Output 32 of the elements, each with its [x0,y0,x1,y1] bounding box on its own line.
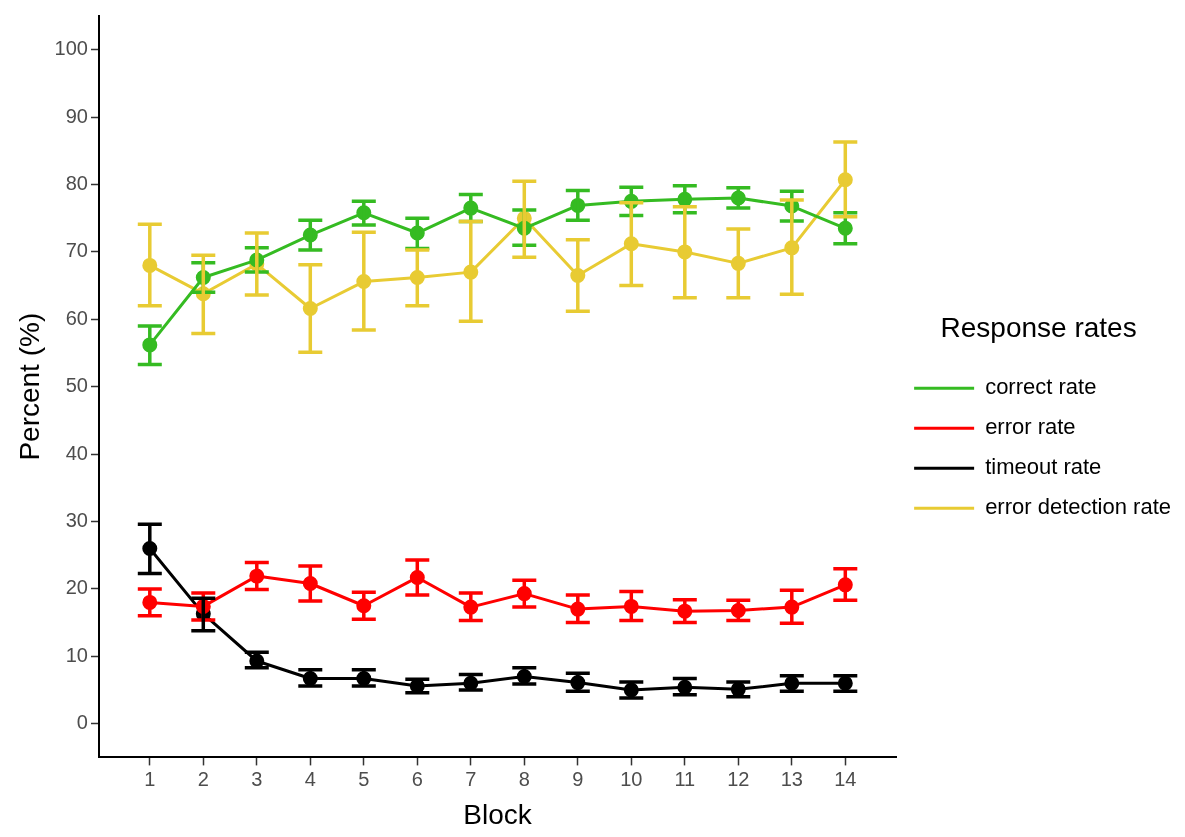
legend-title: Response rates [940,312,1137,344]
x-tick-label: 5 [358,767,370,790]
x-tick-label: 14 [834,767,857,790]
y-tick-label: 70 [65,239,88,262]
y-tick-label: 40 [65,441,88,464]
x-tick-label: 4 [304,767,316,790]
y-tick-label: 10 [65,643,88,666]
x-axis-title: Block [463,798,533,830]
x-tick-label: 2 [197,767,209,790]
x-tick-label: 8 [518,767,530,790]
x-tick-label: 12 [727,767,750,790]
y-tick-label: 80 [65,172,88,195]
legend-label: timeout rate [985,454,1102,480]
x-tick-label: 7 [465,767,477,790]
x-tick-label: 1 [144,767,156,790]
legend-label: correct rate [985,374,1097,400]
x-tick-label: 6 [411,767,423,790]
x-tick-label: 11 [674,767,696,790]
legend-label: error detection rate [985,494,1171,520]
y-tick-label: 20 [65,576,88,599]
y-tick-label: 100 [54,37,88,60]
x-tick-label: 10 [620,767,643,790]
x-tick-label: 3 [251,767,263,790]
legend-label: error rate [985,414,1076,440]
y-tick-label: 30 [65,509,88,532]
y-axis-title: Percent (%) [13,312,45,461]
y-tick-label: 50 [65,374,88,397]
y-tick-label: 90 [65,104,88,127]
y-tick-label: 60 [65,306,88,329]
y-tick-label: 0 [76,711,88,734]
x-tick-label: 13 [780,767,803,790]
x-tick-label: 9 [572,767,584,790]
